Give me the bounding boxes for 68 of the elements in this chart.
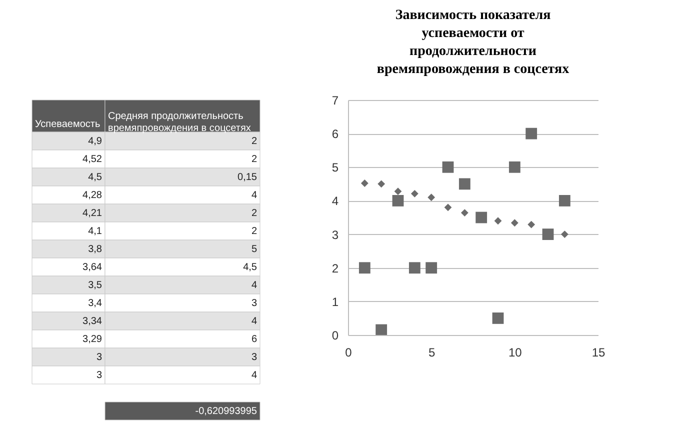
text: -0,620993995	[195, 406, 258, 417]
text: 4,9	[88, 136, 102, 147]
point	[426, 262, 438, 274]
text: 6	[251, 334, 258, 345]
point	[542, 228, 554, 240]
y-tick-label: 5	[332, 160, 339, 175]
point	[360, 180, 368, 187]
y-tick-label: 7	[332, 94, 339, 108]
point	[358, 262, 370, 274]
y-tick-label: 0	[332, 328, 339, 342]
text: 3	[96, 352, 102, 363]
point	[442, 161, 454, 173]
text: 3,34	[82, 316, 102, 327]
text: 5	[251, 244, 258, 255]
y-tick-label: 3	[332, 228, 339, 242]
y-tick-label: 6	[332, 127, 339, 142]
text: 4,1	[88, 226, 102, 237]
text: 3	[251, 352, 258, 363]
text: 4,5	[88, 172, 102, 183]
point	[526, 128, 538, 140]
point	[444, 204, 452, 212]
text: 3,64	[82, 262, 102, 273]
point	[394, 188, 402, 196]
category-label: Успеваемость	[35, 119, 100, 130]
point	[458, 178, 470, 190]
text: 0,15	[238, 172, 258, 183]
point	[392, 195, 404, 206]
point	[460, 209, 468, 217]
text: 3,8	[88, 244, 102, 255]
text: 4	[251, 190, 258, 201]
text: 3,4	[88, 298, 102, 309]
point	[492, 312, 504, 324]
text: 4,28	[82, 190, 102, 201]
x-tick-label: 5	[428, 346, 436, 360]
point	[560, 230, 568, 238]
text: 3	[96, 370, 102, 381]
x-tick-label: 10	[508, 346, 522, 360]
point	[508, 161, 520, 173]
y-tick-label: 2	[332, 261, 339, 276]
x-tick-label: 0	[345, 346, 352, 360]
x-tick-label: 15	[592, 346, 606, 360]
text: 3	[251, 298, 258, 309]
text: 2	[251, 208, 258, 219]
text: 4,5	[243, 262, 258, 273]
point	[558, 195, 570, 206]
point	[408, 262, 420, 274]
text: 2	[251, 226, 258, 237]
point	[528, 220, 536, 228]
category-label: Средняя продолжительность времяпровождения в соцсетях	[108, 111, 251, 134]
point	[378, 180, 386, 188]
point	[376, 324, 388, 335]
y-tick-label: 4	[332, 194, 339, 208]
chart-title: Зависимость показателя успеваемости от продолжительности времяпровождения в соцсетях	[376, 8, 570, 77]
point	[510, 219, 518, 227]
text: 4,52	[82, 154, 102, 165]
point	[428, 194, 436, 202]
text: 4,21	[82, 208, 102, 219]
y-tick-label: 1	[332, 294, 339, 309]
text: 3,29	[82, 334, 102, 345]
point	[494, 217, 502, 225]
text: 3,5	[88, 280, 102, 291]
text: 4	[251, 280, 258, 291]
point	[410, 190, 418, 198]
text: 4	[251, 370, 258, 381]
text: 2	[251, 136, 258, 147]
text: 4	[251, 316, 258, 327]
text: 2	[251, 154, 258, 165]
point	[476, 212, 488, 224]
